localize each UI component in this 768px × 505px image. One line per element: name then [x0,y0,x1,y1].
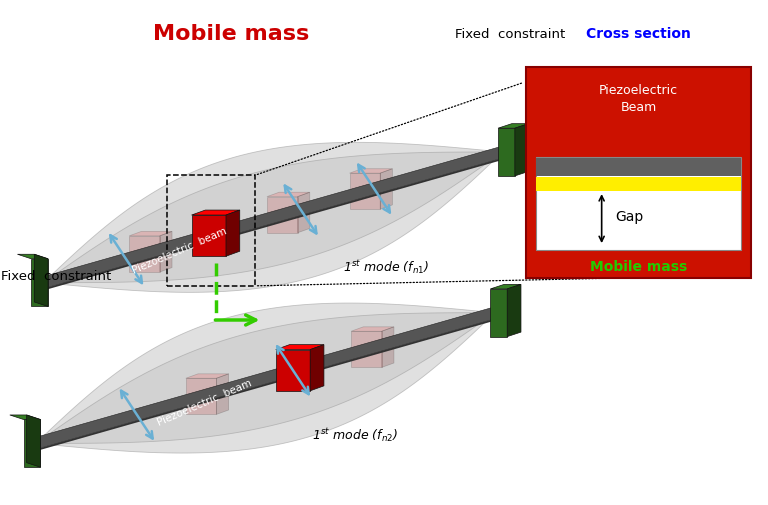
Polygon shape [217,374,229,415]
Polygon shape [490,289,507,337]
Polygon shape [310,344,324,391]
Polygon shape [10,415,41,420]
Polygon shape [226,210,240,256]
Polygon shape [129,231,172,236]
Polygon shape [490,284,521,289]
Polygon shape [35,254,48,307]
FancyBboxPatch shape [536,157,740,250]
Text: 1$^{st}$ mode ($f_{n1}$): 1$^{st}$ mode ($f_{n1}$) [343,258,429,276]
Text: Piezoelectric  beam: Piezoelectric beam [131,226,228,276]
Polygon shape [44,142,502,292]
Polygon shape [380,169,392,209]
Polygon shape [507,284,521,337]
Polygon shape [267,192,310,196]
FancyBboxPatch shape [536,158,740,176]
Polygon shape [36,303,495,453]
Polygon shape [276,349,310,391]
Polygon shape [351,327,394,331]
Text: Fixed  constraint: Fixed constraint [455,28,565,40]
Polygon shape [129,236,160,272]
Polygon shape [160,231,172,272]
FancyBboxPatch shape [525,67,751,278]
Polygon shape [297,192,310,233]
Polygon shape [40,147,506,288]
Polygon shape [276,344,324,349]
Polygon shape [27,415,41,467]
Text: Piezoelectric
Beam: Piezoelectric Beam [599,84,678,114]
Polygon shape [382,327,394,368]
Text: Gap: Gap [615,211,644,224]
Polygon shape [32,308,498,448]
Polygon shape [191,210,240,215]
Polygon shape [47,157,507,289]
Polygon shape [31,259,48,307]
Polygon shape [18,254,48,259]
Text: Mobile mass: Mobile mass [590,260,687,274]
Polygon shape [515,124,528,176]
Polygon shape [24,420,41,467]
Polygon shape [36,313,495,443]
Text: Cross section: Cross section [586,27,691,41]
Polygon shape [349,169,392,173]
Polygon shape [39,318,499,450]
Polygon shape [44,152,502,283]
Polygon shape [191,215,226,256]
Polygon shape [349,173,380,209]
Text: Fixed  constraint: Fixed constraint [2,270,111,283]
Text: Piezoelectric  beam: Piezoelectric beam [155,378,253,428]
Polygon shape [351,331,382,368]
Text: Mobile mass: Mobile mass [153,24,309,44]
Polygon shape [498,128,515,176]
Polygon shape [498,124,528,128]
Text: 1$^{st}$ mode ($f_{n2}$): 1$^{st}$ mode ($f_{n2}$) [312,427,399,444]
FancyBboxPatch shape [536,177,740,191]
Polygon shape [267,196,297,233]
Polygon shape [186,374,229,378]
Polygon shape [186,378,217,415]
